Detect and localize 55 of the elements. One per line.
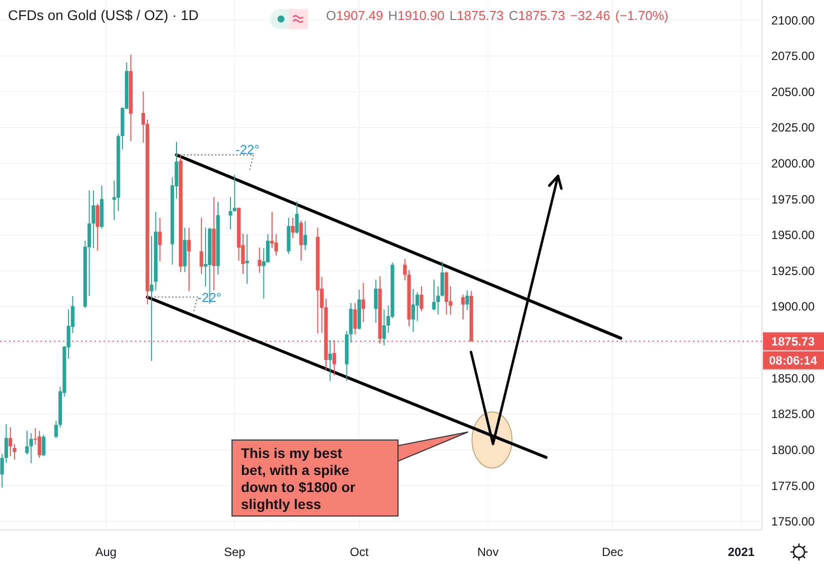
candlestick xyxy=(353,302,357,335)
x-tick-label: Nov xyxy=(477,545,499,560)
candlestick xyxy=(420,286,424,312)
x-tick-label: Dec xyxy=(602,545,624,560)
y-tick-label: 1925.00 xyxy=(771,264,816,278)
annotation: -22° xyxy=(235,142,260,157)
candlestick xyxy=(158,217,162,262)
y-tick-label: 1825.00 xyxy=(771,407,816,422)
candlestick xyxy=(245,234,249,284)
text: 08:06:14 xyxy=(768,354,818,368)
candlestick xyxy=(411,288,415,333)
y-tick-label: 1975.00 xyxy=(771,192,816,206)
candlestick xyxy=(274,234,278,256)
candlestick xyxy=(266,234,270,263)
candlestick xyxy=(187,227,191,292)
candlestick xyxy=(38,430,42,458)
candlestick xyxy=(382,309,386,346)
candlestick xyxy=(42,434,46,457)
candlestick xyxy=(461,294,465,320)
x-tick-label: Aug xyxy=(95,545,117,560)
candlestick xyxy=(465,290,469,311)
y-tick-label: 1750.00 xyxy=(771,514,816,529)
candlestick xyxy=(432,279,436,311)
y-tick-label: 1850.00 xyxy=(771,371,816,386)
candlestick xyxy=(200,217,204,274)
candlestick xyxy=(416,292,420,322)
candlestick xyxy=(290,217,295,239)
candlestick xyxy=(29,432,33,464)
candlestick xyxy=(440,260,444,298)
y-tick-label: 1800.00 xyxy=(771,442,816,457)
candlestick xyxy=(258,247,262,274)
y-tick-label: 2025.00 xyxy=(771,120,816,135)
candlestick xyxy=(96,203,100,252)
annotation: This is my best bet, with a spike down to $1800 or slightly less xyxy=(241,445,356,512)
candlestick xyxy=(299,220,303,262)
candlestick xyxy=(374,279,378,324)
y-tick-label: 1950.00 xyxy=(771,228,816,242)
candlestick xyxy=(436,286,440,316)
y-tick-label: 1900.00 xyxy=(771,300,816,314)
candlestick xyxy=(8,426,12,457)
candlestick xyxy=(328,340,332,382)
y-tick-label: 2075.00 xyxy=(771,49,816,64)
x-tick-label: 2021 xyxy=(728,545,755,560)
text: CFDs on Gold (US$ / OZ) · 1D xyxy=(8,7,199,23)
ref-line-label: 1875.73 xyxy=(771,334,816,349)
y-tick-label: 1775.00 xyxy=(771,478,816,493)
y-tick-label: 2050.00 xyxy=(771,84,816,99)
y-tick-label: 2100.00 xyxy=(771,13,816,28)
x-tick-label: Oct xyxy=(350,545,370,560)
candlestick xyxy=(295,200,299,234)
text: O1907.49 H1910.90 L1875.73 C1875.73 −32.46 (−1.70%) xyxy=(326,8,668,23)
x-tick-label: Sep xyxy=(224,545,246,560)
y-tick-label: 2000.00 xyxy=(771,156,816,170)
candlestick xyxy=(303,220,308,251)
candlestick xyxy=(362,282,366,323)
